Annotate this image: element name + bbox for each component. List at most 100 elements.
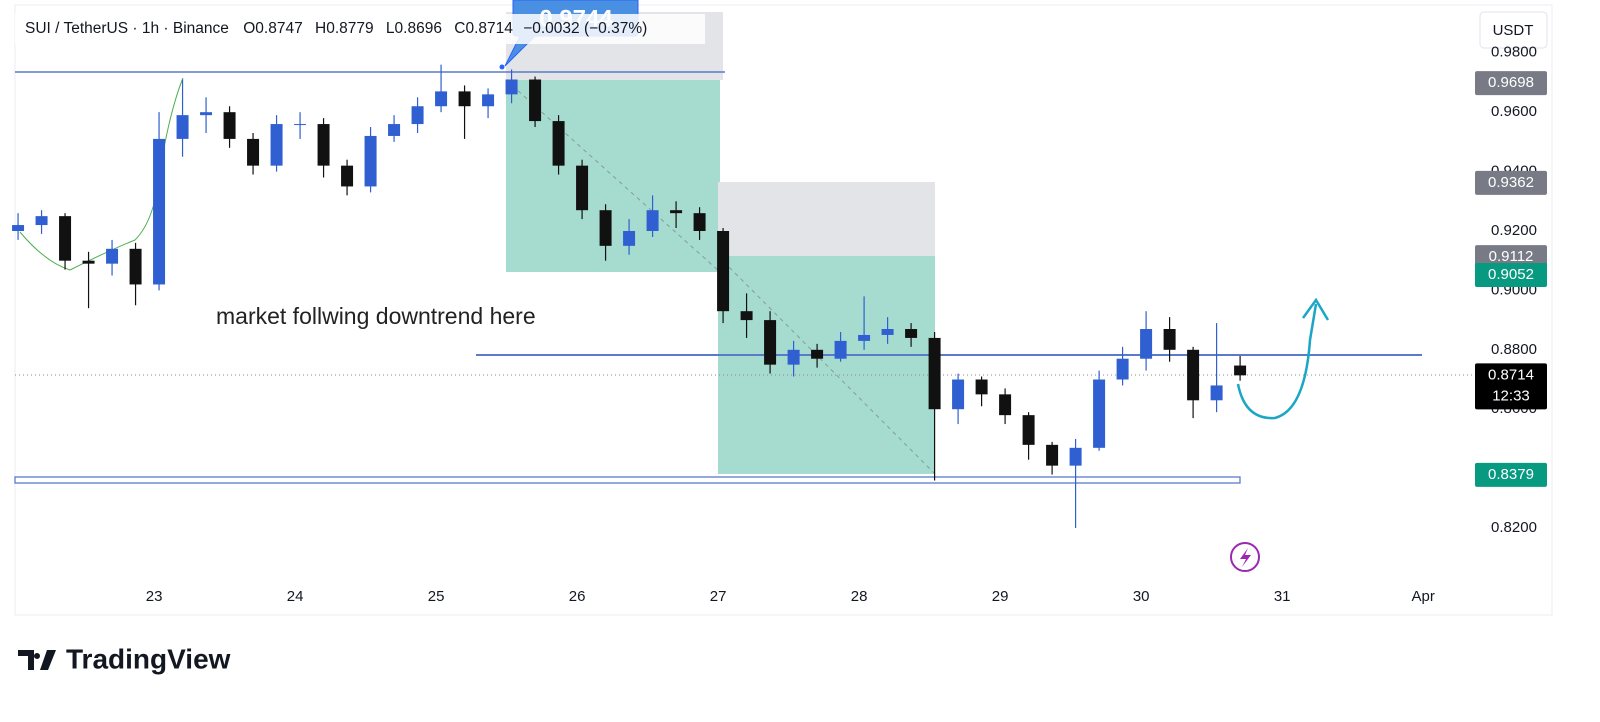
candle-body <box>1069 447 1082 466</box>
price-badge-label: 0.8714 <box>1488 366 1534 383</box>
x-tick-label: 27 <box>710 588 727 605</box>
candle-body <box>881 329 894 335</box>
candle-body <box>388 124 401 136</box>
candle-body <box>740 311 753 321</box>
candle-body <box>270 124 283 166</box>
x-tick-label: 31 <box>1274 588 1291 605</box>
price-badge-label: 0.8379 <box>1488 466 1534 483</box>
candle-body <box>82 260 95 264</box>
price-badge-label: 0.9362 <box>1488 174 1534 191</box>
price-badge-label: 0.9052 <box>1488 266 1534 283</box>
candle-body <box>317 124 330 166</box>
x-tick-label: 30 <box>1133 588 1150 605</box>
brand: TradingView <box>66 643 231 674</box>
candle-body <box>623 230 636 246</box>
candle-body <box>106 248 119 264</box>
candle-body <box>905 329 918 338</box>
high: H0.8779 <box>315 20 374 37</box>
candle-body <box>247 138 260 166</box>
candle-body <box>529 79 542 122</box>
curve <box>19 77 184 271</box>
candle-body <box>1046 444 1059 466</box>
stop-zone <box>718 182 935 256</box>
candle-body <box>223 112 236 139</box>
candle-body <box>411 106 424 125</box>
candle-body <box>59 216 72 261</box>
price-badge <box>1475 262 1547 287</box>
x-tick-label: 24 <box>287 588 304 605</box>
candle-body <box>1140 329 1153 359</box>
candle-body <box>576 165 589 211</box>
candle-body <box>1163 329 1176 350</box>
trend-dash <box>717 255 936 475</box>
open: O0.8747 <box>243 20 302 37</box>
candle-body <box>693 213 706 231</box>
candle-body <box>1116 358 1129 380</box>
candle-body <box>341 165 354 187</box>
symbol: SUI / TetherUS · 1h · Binance <box>25 20 229 37</box>
candle-body <box>717 230 730 312</box>
price-badge <box>1475 170 1547 195</box>
candle-body <box>12 225 25 231</box>
arrow-curve <box>1236 303 1318 420</box>
candle-body <box>811 349 824 359</box>
candle-body <box>200 112 213 116</box>
candle-body <box>176 115 189 139</box>
x-tick-label: 28 <box>851 588 868 605</box>
candle-body <box>153 138 166 285</box>
candle-body <box>928 337 941 410</box>
candle-body <box>294 124 307 126</box>
candle-body <box>787 349 800 365</box>
candle-body <box>505 79 518 95</box>
candle-body <box>435 91 448 107</box>
support-zone <box>14 476 1241 484</box>
bolt <box>1240 548 1251 567</box>
candle-body <box>670 210 683 214</box>
candle-body <box>1093 379 1106 448</box>
y-tick-label: 0.9600 <box>1491 103 1537 120</box>
candle-body <box>999 394 1012 416</box>
candle-body <box>1210 385 1223 401</box>
candle-body <box>1022 415 1035 445</box>
x-tick-label: Apr <box>1411 588 1434 605</box>
change: −0.0032 (−0.37%) <box>523 20 647 37</box>
price-badge-label: 0.9112 <box>1489 248 1534 265</box>
candle-body <box>1187 349 1200 401</box>
price-badge-label: 0.9698 <box>1488 74 1534 91</box>
x-tick-label: 26 <box>569 588 586 605</box>
candle-body <box>952 379 965 410</box>
candle-body <box>646 210 659 231</box>
y-tick-label: 0.8200 <box>1491 519 1537 536</box>
candle-body <box>35 216 48 226</box>
countdown: 12:33 <box>1492 387 1530 404</box>
currency: USDT <box>1493 22 1534 39</box>
close: C0.8714 <box>454 20 513 37</box>
y-tick-label: 0.9800 <box>1491 44 1537 61</box>
price-badge <box>1475 462 1547 487</box>
y-tick-label: 0.8800 <box>1491 341 1537 358</box>
x-tick-label: 25 <box>428 588 445 605</box>
annotation: market follwing downtrend here <box>216 303 536 329</box>
candle-body <box>458 91 471 107</box>
logo-mark <box>18 650 56 670</box>
callout-dot <box>499 64 505 70</box>
low: L0.8696 <box>386 20 442 37</box>
currency-button[interactable] <box>1479 11 1548 49</box>
price-badge <box>1475 71 1547 96</box>
x-tick-label: 23 <box>146 588 163 605</box>
candle-body <box>764 320 777 365</box>
candle-body <box>599 210 612 246</box>
header: SUI / TetherUS · 1h · Binance O0.8747 H0… <box>25 20 647 37</box>
header-bg <box>15 14 705 44</box>
candle-body <box>364 135 377 187</box>
candle-body <box>482 94 495 107</box>
candle-body <box>975 379 988 395</box>
arrow-head <box>1301 297 1330 321</box>
candle-body <box>1234 365 1247 376</box>
price-badge <box>1475 363 1547 410</box>
y-tick-label: 0.9200 <box>1491 222 1537 239</box>
candle-body <box>552 121 565 166</box>
profit-zone <box>506 80 720 272</box>
